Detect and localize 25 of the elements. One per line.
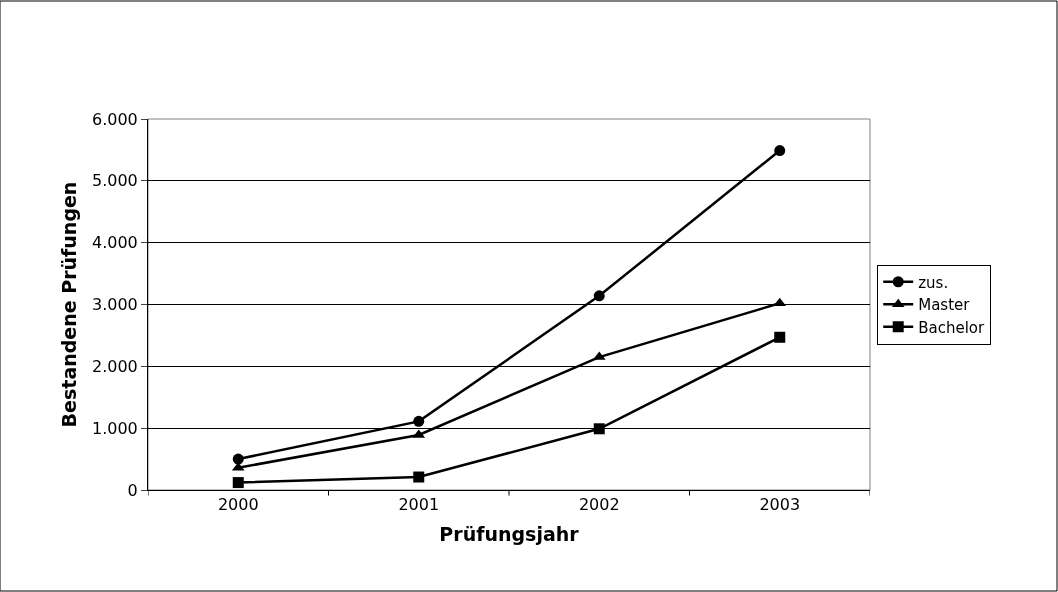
x-axis-title: Prüfungsjahr [439,523,580,545]
y-tick-label: 6.000 [91,109,138,129]
x-tick-label: 2002 [578,495,620,515]
point [593,290,605,302]
x-tick-label: 2003 [759,495,801,515]
legend-label: Master [918,296,971,315]
y-tick-label: 3.000 [91,295,138,315]
point [773,297,787,307]
y-tick-label: 4.000 [91,233,138,253]
y-axis-title: Bestandene Prüfungen [57,181,80,428]
y-tick-label: 2.000 [91,356,138,376]
x-tick-label: 2000 [217,495,259,515]
legend-label: Bachelor [918,318,986,337]
y-tick-label: 5.000 [91,171,138,191]
point [593,423,605,435]
legend-label: zus. [918,273,949,292]
x-tick-label: 2001 [398,495,440,515]
point [413,471,425,483]
y-tick-label: 0 [127,480,138,500]
point [232,477,244,489]
y-tick-label: 1.000 [91,418,138,438]
point [413,415,425,427]
point [232,453,244,465]
point [774,331,786,343]
point [774,145,786,157]
